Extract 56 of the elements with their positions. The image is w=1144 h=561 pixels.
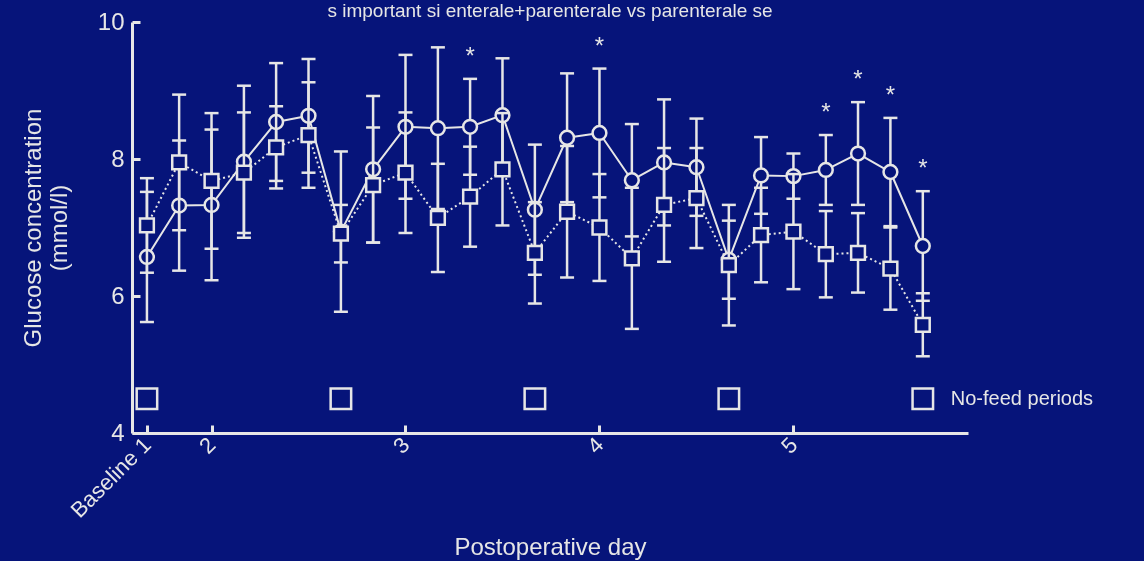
chart-title: s important si enterale+parenterale vs parenterale se (327, 0, 773, 21)
y-tick-label: 8 (111, 144, 125, 172)
x-axis-title: Postoperative day (454, 532, 647, 560)
point (623, 172, 640, 189)
point (688, 189, 705, 207)
point (203, 172, 220, 190)
x-tick-label: 3 (388, 432, 415, 459)
point (235, 164, 253, 181)
series-label: No-feed periods (950, 386, 1094, 409)
point (623, 250, 640, 267)
point (914, 237, 931, 255)
annotation: * (853, 65, 863, 93)
point (914, 316, 931, 333)
point (494, 161, 511, 178)
point (849, 244, 867, 261)
point (397, 164, 414, 181)
point (429, 209, 447, 227)
point (817, 161, 834, 179)
point (849, 145, 867, 162)
point (329, 387, 353, 411)
annotation: * (594, 31, 605, 59)
point (882, 260, 899, 277)
point (558, 203, 576, 220)
annotation: * (465, 41, 475, 69)
point (526, 244, 544, 261)
point (882, 163, 899, 181)
point (138, 217, 156, 234)
annotation: * (918, 154, 928, 182)
point (461, 118, 479, 135)
y-tick-label: 10 (97, 7, 125, 35)
point (591, 219, 608, 236)
point (655, 196, 673, 214)
x-tick-label: 2 (194, 432, 221, 459)
point (591, 124, 608, 142)
x-tick-label: 4 (582, 432, 609, 459)
point (558, 129, 576, 146)
y-axis-title: Glucose concentration (mmol/l) (18, 108, 72, 348)
point (364, 176, 382, 194)
point (720, 257, 737, 274)
point (752, 167, 770, 184)
x-tick-label: 5 (776, 432, 803, 459)
point (170, 154, 188, 171)
annotation: * (821, 98, 831, 126)
point (717, 387, 741, 411)
point (461, 188, 479, 205)
point (752, 226, 770, 244)
point (911, 387, 935, 411)
annotation: * (885, 80, 896, 108)
y-tick-label: 6 (111, 281, 125, 309)
point (267, 139, 285, 156)
point (135, 387, 159, 411)
point (523, 387, 547, 411)
point (429, 120, 447, 137)
point (300, 126, 317, 144)
point (785, 223, 802, 240)
point (817, 246, 834, 263)
